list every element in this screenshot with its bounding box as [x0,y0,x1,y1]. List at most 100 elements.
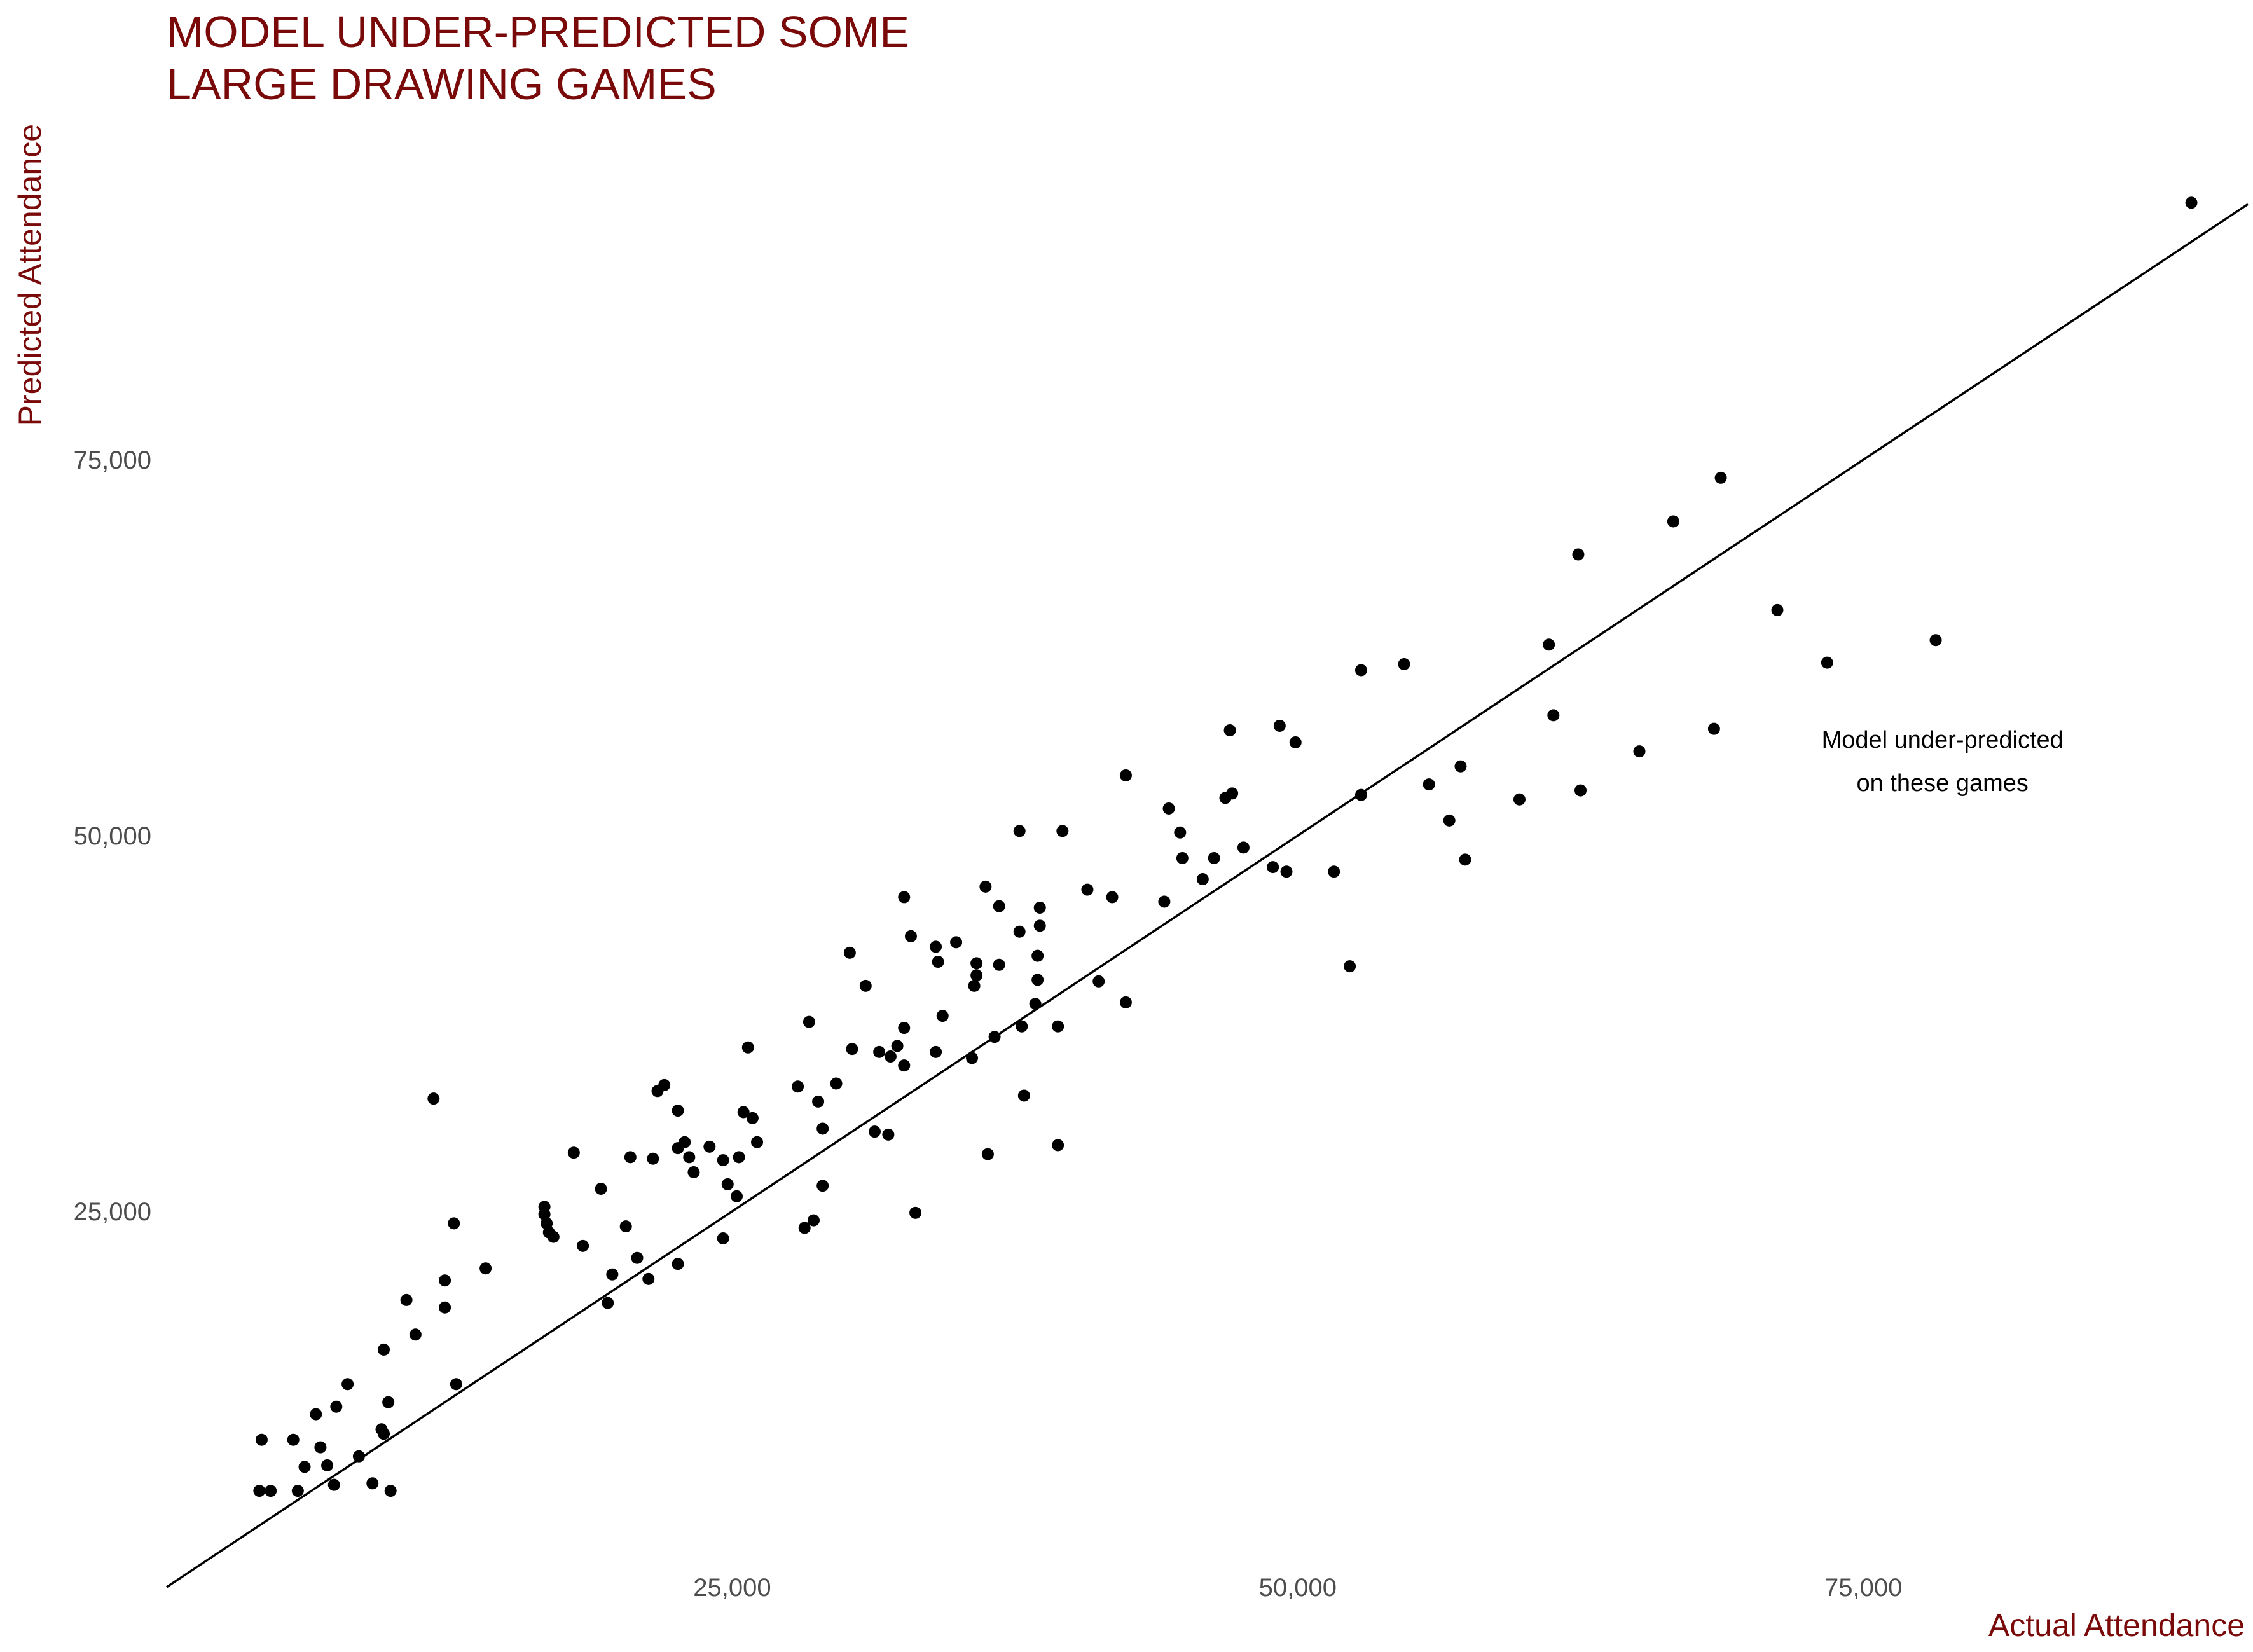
data-point [606,1268,619,1281]
data-point [751,1136,764,1148]
data-point [843,946,856,959]
data-point [547,1230,560,1243]
data-point [816,1180,829,1192]
data-point [619,1220,632,1233]
y-tick-label: 75,000 [74,446,151,474]
data-point [1354,664,1367,677]
data-point [658,1078,671,1091]
data-point [310,1408,322,1421]
data-point [1929,634,1942,647]
data-point [1092,975,1105,988]
data-point [448,1217,460,1230]
data-point [830,1077,843,1090]
data-point [567,1146,580,1159]
data-point [1162,802,1175,815]
chart-title-line-1: MODEL UNDER-PREDICTED SOME [167,7,909,57]
data-point [631,1251,644,1264]
data-point [265,1485,277,1497]
data-point [936,1010,949,1022]
data-point [479,1262,492,1275]
data-point [1633,745,1646,758]
data-point [314,1441,327,1454]
data-point [1052,1020,1064,1033]
data-point [1237,841,1250,854]
data-point [721,1178,734,1190]
data-point [891,1040,904,1052]
data-point [970,969,983,982]
data-point [1547,709,1560,722]
data-point [1158,895,1171,908]
data-point [932,956,944,968]
data-point [384,1485,397,1497]
data-point [378,1428,390,1440]
data-point [993,900,1005,912]
annotation-line-2: on these games [1857,770,2029,797]
data-point [1016,1020,1028,1033]
data-point [1821,656,1833,669]
data-point [687,1166,700,1178]
data-point [859,979,872,992]
data-point [1267,861,1279,874]
data-point [378,1343,390,1356]
data-point [846,1043,858,1056]
data-point [672,1258,684,1270]
data-point [672,1105,684,1117]
x-axis-label: Actual Attendance [1988,1607,2245,1643]
data-point [970,957,983,970]
data-point [717,1232,729,1245]
data-point [1574,784,1587,797]
data-point [746,1112,759,1124]
data-points [253,196,2198,1497]
data-point [1454,760,1467,773]
data-point [930,1045,942,1058]
data-point [1119,996,1132,1008]
data-point [1119,769,1132,781]
data-point [1344,960,1356,973]
data-point [898,1059,911,1072]
data-point [1714,471,1727,484]
data-point [988,1031,1001,1043]
data-point [966,1052,979,1064]
data-point [1667,515,1679,528]
data-point [1513,793,1526,806]
data-point [968,979,981,992]
data-point [450,1378,462,1391]
data-point [2185,196,2198,209]
data-point [409,1328,422,1341]
data-point [1398,658,1410,671]
data-point [798,1222,811,1234]
data-point [737,1106,750,1119]
y-tick-label: 50,000 [74,822,151,850]
data-point [909,1206,922,1219]
data-point [1289,736,1302,748]
data-point [898,1022,911,1035]
data-point [1029,998,1042,1010]
data-point [1106,891,1119,904]
data-point [642,1272,655,1285]
data-point [703,1140,716,1153]
data-point [1226,787,1239,800]
data-point [981,1148,994,1160]
data-point [1196,873,1209,886]
data-point [904,930,917,942]
chart-title-line-2: LARGE DRAWING GAMES [167,59,717,109]
data-point [538,1208,551,1221]
data-point [541,1217,553,1230]
data-point [812,1095,825,1108]
data-point [341,1378,354,1391]
data-point [679,1136,691,1148]
data-point [1771,603,1784,616]
data-point [1459,853,1471,866]
data-point [253,1485,266,1497]
data-point [979,880,992,893]
data-point [366,1477,379,1490]
data-point [298,1461,311,1473]
data-point [884,1050,897,1063]
data-point [733,1151,745,1164]
data-point [882,1128,895,1141]
data-point [330,1400,343,1413]
data-point [1017,1089,1030,1102]
data-point [1056,825,1069,837]
data-point [1033,901,1046,914]
